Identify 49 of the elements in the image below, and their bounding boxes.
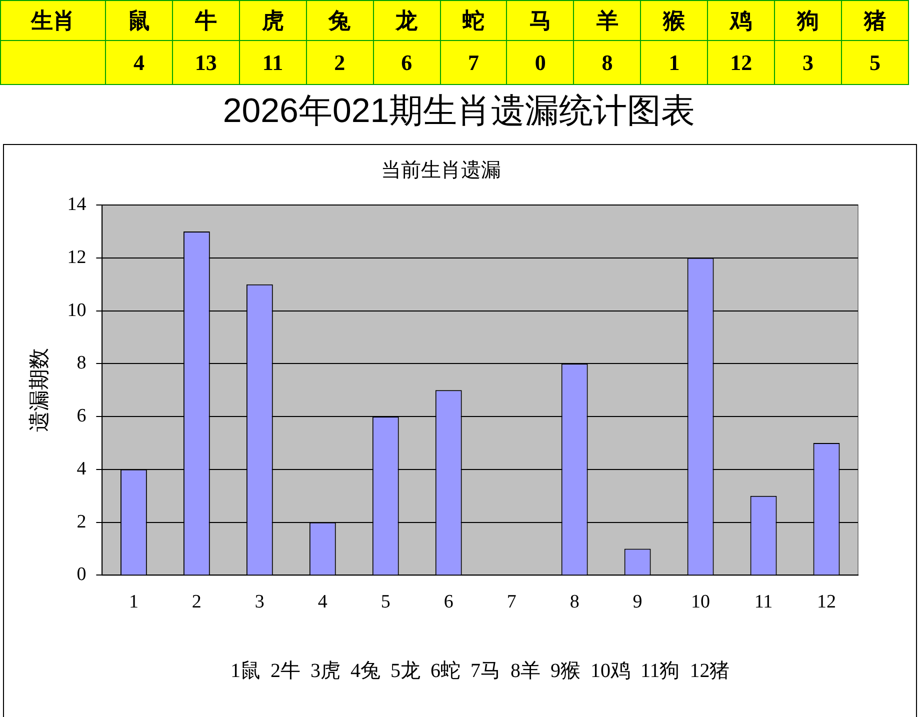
- data-label: 5: [841, 40, 908, 84]
- category-label: 鸡: [708, 0, 775, 40]
- x-tick-label: 3: [254, 592, 264, 613]
- x-tick-label: 12: [817, 592, 836, 613]
- x-tick-label: 8: [570, 592, 580, 613]
- x-tick-label: 10: [691, 592, 710, 613]
- category-label: 狗: [774, 0, 842, 40]
- y-tick-label: 4: [76, 458, 87, 480]
- data-label: 1: [640, 40, 708, 84]
- y-tick-label: 12: [67, 246, 86, 268]
- y-tick-label: 0: [76, 564, 86, 586]
- data-label: 12: [708, 40, 775, 84]
- y-tick-label: 8: [76, 352, 86, 374]
- y-axis-title: 遗漏期数: [27, 348, 52, 432]
- y-tick-label: 2: [76, 511, 86, 532]
- x-tick-label: 1: [128, 592, 138, 613]
- data-label: 8: [574, 40, 641, 84]
- category-label: 蛇: [440, 0, 507, 40]
- chart-subtitle: 当前生肖遗漏: [381, 159, 501, 182]
- y-tick-label: 6: [76, 406, 86, 427]
- x-tick-label: 7: [506, 592, 516, 613]
- y-tick-label: 10: [67, 300, 86, 321]
- x-tick-label: 2: [192, 592, 202, 613]
- category-label: 羊: [574, 0, 641, 40]
- data-label: 11: [239, 40, 306, 84]
- category-label: 虎: [239, 0, 306, 40]
- category-label: 鼠: [106, 0, 172, 40]
- data-label: 6: [373, 40, 440, 84]
- category-label: 猪: [841, 0, 908, 40]
- data-label: 7: [440, 40, 507, 84]
- y-tick-label: 14: [67, 194, 87, 215]
- x-tick-label: 5: [380, 592, 390, 613]
- chart-title: 2026年021期生肖遗漏统计图表: [222, 91, 696, 132]
- category-label: 猴: [640, 0, 708, 40]
- category-label: 兔: [306, 0, 374, 40]
- data-label: 3: [774, 40, 842, 84]
- category-label: 龙: [373, 0, 440, 40]
- category-label: 马: [506, 0, 574, 40]
- data-label: 13: [172, 40, 240, 84]
- x-tick-label: 4: [318, 592, 328, 613]
- x-tick-label: 9: [632, 592, 642, 613]
- x-tick-label: 11: [754, 592, 773, 613]
- x-tick-label: 6: [444, 592, 454, 613]
- text: 生肖: [0, 0, 106, 40]
- category-label: 牛: [172, 0, 240, 40]
- text: 1鼠 2牛 3虎 4兔 5龙 6蛇 7马 8羊 9猴 10鸡 11狗 12猪: [230, 660, 730, 682]
- data-label: 2: [306, 40, 374, 84]
- data-label: 0: [506, 40, 574, 84]
- data-label: 4: [106, 40, 172, 84]
